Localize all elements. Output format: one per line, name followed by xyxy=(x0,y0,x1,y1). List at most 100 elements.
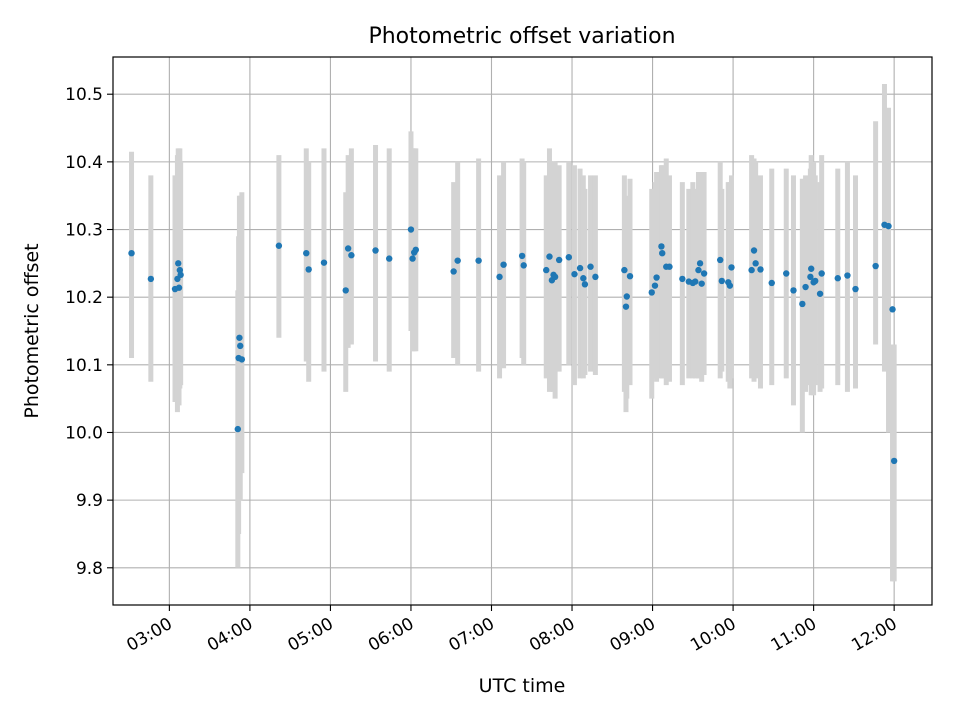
data-point xyxy=(622,303,630,310)
data-point xyxy=(592,273,599,281)
data-point xyxy=(520,262,527,269)
plot-frame xyxy=(112,56,933,606)
x-axis-ticks: 03:00 04:00 05:00 06:00 07:00 08:00 09:00 10:00… xyxy=(123,605,901,656)
data-point xyxy=(551,273,559,281)
data-point xyxy=(543,266,550,274)
data-point xyxy=(752,260,759,267)
x-tick-label: 12:00 xyxy=(848,614,900,656)
data-point xyxy=(718,277,726,285)
data-point xyxy=(234,425,242,433)
data-point xyxy=(565,254,573,261)
data-point xyxy=(698,280,705,287)
data-point xyxy=(799,300,806,308)
data-point xyxy=(658,243,665,250)
y-tick-label: 9.8 xyxy=(76,559,103,579)
data-point xyxy=(626,273,634,280)
data-point xyxy=(386,255,393,262)
data-point xyxy=(783,270,790,277)
x-axis-label: UTC time xyxy=(479,675,566,697)
data-point xyxy=(653,274,660,281)
data-point xyxy=(237,342,244,350)
x-tick-label: 09:00 xyxy=(607,614,659,656)
data-point xyxy=(750,247,758,254)
data-point xyxy=(128,249,135,257)
data-point xyxy=(695,266,702,274)
x-tick-label: 03:00 xyxy=(123,614,175,656)
y-tick-label: 10.1 xyxy=(65,356,103,376)
data-point xyxy=(342,287,349,294)
data-point xyxy=(177,271,184,279)
data-point xyxy=(412,246,419,254)
y-axis-ticks: 9.8 9.9 10.0 10.1 10.2 10.3 10.4 10.5 xyxy=(65,85,113,579)
data-point xyxy=(571,270,578,278)
data-point xyxy=(621,266,628,274)
data-point xyxy=(651,282,659,289)
data-point xyxy=(885,222,892,230)
y-tick-label: 10.2 xyxy=(65,288,103,308)
data-point xyxy=(623,293,630,300)
data-point xyxy=(581,281,589,288)
data-point xyxy=(587,263,594,270)
data-point xyxy=(717,256,724,264)
y-tick-label: 10.3 xyxy=(65,221,103,241)
data-point xyxy=(580,275,587,282)
data-point xyxy=(475,257,482,264)
data-point xyxy=(889,306,896,313)
y-tick-label: 10.5 xyxy=(65,85,103,105)
data-point xyxy=(175,284,183,291)
data-point xyxy=(844,272,851,279)
x-tick-label: 07:00 xyxy=(446,614,498,656)
data-point xyxy=(818,270,825,277)
data-point xyxy=(176,266,184,274)
data-point xyxy=(748,266,755,274)
x-tick-label: 06:00 xyxy=(365,614,417,656)
data-point xyxy=(834,275,841,282)
data-point xyxy=(802,283,809,291)
data-point xyxy=(768,279,775,287)
data-point xyxy=(175,260,182,267)
data-point xyxy=(238,356,246,363)
data-point xyxy=(692,278,699,285)
data-point xyxy=(872,262,879,270)
data-point xyxy=(852,285,859,293)
data-point xyxy=(500,261,507,268)
data-point xyxy=(372,247,379,254)
data-point xyxy=(518,252,526,260)
data-point xyxy=(726,282,734,289)
data-point xyxy=(236,334,243,341)
data-point xyxy=(666,263,673,270)
data-point xyxy=(659,249,666,257)
data-point xyxy=(648,289,655,296)
data-point xyxy=(147,275,155,283)
y-tick-label: 9.9 xyxy=(76,491,103,511)
data-point xyxy=(409,255,416,262)
data-point xyxy=(728,264,735,271)
data-point xyxy=(696,260,704,267)
x-tick-label: 05:00 xyxy=(284,614,336,656)
chart-title: Photometric offset variation xyxy=(368,24,675,49)
data-point xyxy=(348,252,355,259)
x-tick-label: 04:00 xyxy=(204,614,256,656)
x-tick-label: 11:00 xyxy=(768,614,820,656)
data-point xyxy=(454,257,461,264)
data-point xyxy=(305,266,312,273)
data-point xyxy=(275,242,283,249)
data-point xyxy=(576,264,584,272)
data-point xyxy=(496,273,503,281)
data-point xyxy=(807,273,814,281)
y-tick-label: 10.0 xyxy=(65,423,103,443)
y-tick-label: 10.4 xyxy=(65,153,103,173)
data-point xyxy=(320,259,328,266)
data-point xyxy=(407,226,415,233)
data-point xyxy=(555,256,563,264)
data-point xyxy=(700,270,708,277)
data-point xyxy=(757,266,764,273)
point-layer xyxy=(128,221,898,465)
y-axis-label: Photometric offset xyxy=(21,243,43,418)
errorbar-layer xyxy=(129,84,897,582)
data-point xyxy=(812,277,819,285)
x-tick-label: 10:00 xyxy=(687,614,739,656)
x-tick-label: 08:00 xyxy=(526,614,578,656)
data-point xyxy=(790,287,797,294)
